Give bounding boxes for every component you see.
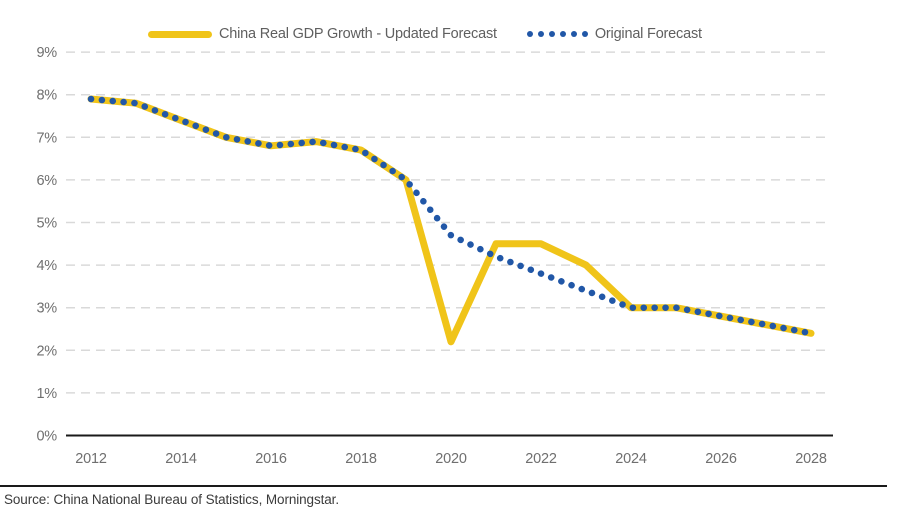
y-tick-label: 0% <box>36 429 57 445</box>
x-tick-label: 2020 <box>435 451 467 467</box>
legend-label-updated-forecast: China Real GDP Growth - Updated Forecast <box>219 26 497 42</box>
updated-forecast-line <box>87 95 815 346</box>
legend-item-original-forecast: Original Forecast <box>526 26 702 42</box>
source-note: Source: China National Bureau of Statist… <box>4 492 339 507</box>
y-tick-label: 3% <box>36 301 57 317</box>
original-forecast-line <box>87 95 815 337</box>
source-divider <box>0 485 887 487</box>
x-tick-label: 2018 <box>345 451 377 467</box>
y-tick-label: 9% <box>36 45 57 61</box>
yellow-line-swatch-icon <box>148 30 212 38</box>
y-tick-label: 4% <box>36 258 57 274</box>
x-tick-label: 2026 <box>705 451 737 467</box>
legend-label-original-forecast: Original Forecast <box>594 26 702 42</box>
x-tick-label: 2024 <box>615 451 647 467</box>
legend-item-updated-forecast: China Real GDP Growth - Updated Forecast <box>148 26 497 42</box>
x-tick-label: 2022 <box>525 451 557 467</box>
y-tick-label: 5% <box>36 216 57 232</box>
y-tick-label: 8% <box>36 88 57 104</box>
x-tick-label: 2016 <box>255 451 287 467</box>
blue-dotted-swatch-icon <box>526 31 588 37</box>
gdp-line-chart: 0% 1% 2% 3% 4% 5% 6% 7% 8% 9% 2012 2014 2016 2018 2020… <box>36 45 833 467</box>
y-tick-label: 2% <box>36 343 57 359</box>
y-tick-label: 6% <box>36 173 57 189</box>
y-tick-label: 1% <box>36 386 57 402</box>
x-tick-label: 2028 <box>795 451 827 467</box>
chart-legend: China Real GDP Growth - Updated Forecast… <box>148 22 702 46</box>
y-tick-label: 7% <box>36 130 57 146</box>
x-tick-label: 2012 <box>75 451 107 467</box>
x-tick-label: 2014 <box>165 451 197 467</box>
